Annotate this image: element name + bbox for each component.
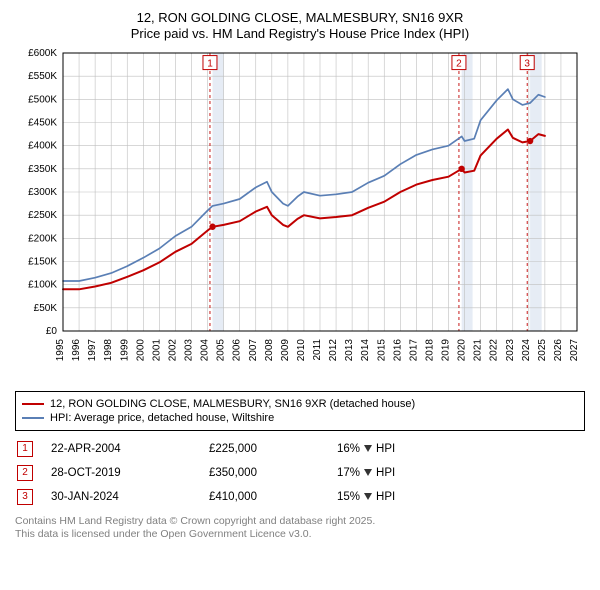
swatch-hpi bbox=[22, 417, 44, 419]
line-chart-svg: £0 £50K £100K £150K £200K £250K £300K £350K £400… bbox=[15, 47, 585, 387]
svg-text:2017: 2017 bbox=[408, 338, 419, 361]
svg-text:2022: 2022 bbox=[489, 338, 500, 361]
svg-text:2000: 2000 bbox=[135, 338, 146, 361]
chart-container: 12, RON GOLDING CLOSE, MALMESBURY, SN16 … bbox=[0, 0, 600, 548]
svg-text:£500K: £500K bbox=[28, 94, 57, 105]
svg-text:2013: 2013 bbox=[344, 338, 355, 361]
svg-text:2012: 2012 bbox=[328, 338, 339, 361]
svg-text:2021: 2021 bbox=[473, 338, 484, 361]
svg-text:£200K: £200K bbox=[28, 233, 57, 244]
svg-text:2: 2 bbox=[456, 58, 462, 69]
txn-marker: 3 bbox=[17, 489, 33, 505]
title-line-2: Price paid vs. HM Land Registry's House … bbox=[10, 26, 590, 42]
txn-price: £410,000 bbox=[209, 491, 319, 503]
svg-text:2024: 2024 bbox=[521, 338, 532, 361]
txn-delta: 15% HPI bbox=[337, 491, 395, 503]
svg-text:2020: 2020 bbox=[457, 338, 468, 361]
svg-text:£600K: £600K bbox=[28, 48, 57, 59]
svg-text:2011: 2011 bbox=[312, 338, 323, 360]
svg-text:£450K: £450K bbox=[28, 117, 57, 128]
svg-text:£550K: £550K bbox=[28, 71, 57, 82]
chart-titles: 12, RON GOLDING CLOSE, MALMESBURY, SN16 … bbox=[10, 10, 590, 43]
legend-series-price: 12, RON GOLDING CLOSE, MALMESBURY, SN16 … bbox=[22, 398, 578, 410]
svg-text:2027: 2027 bbox=[569, 338, 580, 361]
svg-text:2009: 2009 bbox=[280, 338, 291, 361]
svg-text:2025: 2025 bbox=[537, 338, 548, 361]
svg-text:2004: 2004 bbox=[200, 338, 211, 361]
legend-box: 12, RON GOLDING CLOSE, MALMESBURY, SN16 … bbox=[15, 391, 585, 431]
svg-text:£100K: £100K bbox=[28, 279, 57, 290]
table-row: 2 28-OCT-2019 £350,000 17% HPI bbox=[15, 461, 585, 485]
svg-text:2019: 2019 bbox=[441, 338, 452, 361]
txn-date: 28-OCT-2019 bbox=[51, 467, 191, 479]
svg-text:£0: £0 bbox=[46, 326, 58, 337]
legend-label-hpi: HPI: Average price, detached house, Wilt… bbox=[50, 412, 274, 424]
svg-text:1995: 1995 bbox=[55, 338, 66, 361]
swatch-price bbox=[22, 403, 44, 405]
svg-text:£50K: £50K bbox=[34, 302, 58, 313]
svg-text:2015: 2015 bbox=[376, 338, 387, 361]
txn-marker: 1 bbox=[17, 441, 33, 457]
txn-marker: 2 bbox=[17, 465, 33, 481]
svg-text:2001: 2001 bbox=[151, 338, 162, 361]
svg-text:2010: 2010 bbox=[296, 338, 307, 361]
svg-text:£400K: £400K bbox=[28, 140, 57, 151]
svg-text:1997: 1997 bbox=[87, 338, 98, 361]
svg-text:2007: 2007 bbox=[248, 338, 259, 361]
credits: Contains HM Land Registry data © Crown c… bbox=[15, 515, 585, 542]
svg-text:2002: 2002 bbox=[167, 338, 178, 361]
txn-price: £350,000 bbox=[209, 467, 319, 479]
table-row: 3 30-JAN-2024 £410,000 15% HPI bbox=[15, 485, 585, 509]
arrow-down-icon bbox=[364, 469, 372, 476]
svg-text:2014: 2014 bbox=[360, 338, 371, 361]
arrow-down-icon bbox=[364, 493, 372, 500]
svg-text:2003: 2003 bbox=[184, 338, 195, 361]
svg-text:£350K: £350K bbox=[28, 163, 57, 174]
svg-text:2006: 2006 bbox=[232, 338, 243, 361]
txn-date: 30-JAN-2024 bbox=[51, 491, 191, 503]
svg-text:2008: 2008 bbox=[264, 338, 275, 361]
svg-text:£150K: £150K bbox=[28, 256, 57, 267]
svg-text:1996: 1996 bbox=[71, 338, 82, 361]
line-chart: £0 £50K £100K £150K £200K £250K £300K £350K £400… bbox=[15, 47, 585, 387]
svg-text:1998: 1998 bbox=[103, 338, 114, 361]
txn-date: 22-APR-2004 bbox=[51, 443, 191, 455]
table-row: 1 22-APR-2004 £225,000 16% HPI bbox=[15, 437, 585, 461]
svg-text:£300K: £300K bbox=[28, 187, 57, 198]
legend-series-hpi: HPI: Average price, detached house, Wilt… bbox=[22, 412, 578, 424]
txn-delta: 17% HPI bbox=[337, 467, 395, 479]
svg-text:2023: 2023 bbox=[505, 338, 516, 361]
svg-text:1: 1 bbox=[207, 58, 213, 69]
svg-text:2026: 2026 bbox=[553, 338, 564, 361]
arrow-down-icon bbox=[364, 445, 372, 452]
svg-text:2016: 2016 bbox=[392, 338, 403, 361]
svg-text:2018: 2018 bbox=[424, 338, 435, 361]
svg-text:3: 3 bbox=[524, 58, 530, 69]
svg-text:2005: 2005 bbox=[216, 338, 227, 361]
txn-price: £225,000 bbox=[209, 443, 319, 455]
legend-label-price: 12, RON GOLDING CLOSE, MALMESBURY, SN16 … bbox=[50, 398, 415, 410]
txn-delta: 16% HPI bbox=[337, 443, 395, 455]
transactions-table: 1 22-APR-2004 £225,000 16% HPI 2 28-OCT-… bbox=[15, 437, 585, 509]
credits-line-2: This data is licensed under the Open Gov… bbox=[15, 528, 585, 542]
title-line-1: 12, RON GOLDING CLOSE, MALMESBURY, SN16 … bbox=[10, 10, 590, 26]
svg-text:1999: 1999 bbox=[119, 338, 130, 361]
credits-line-1: Contains HM Land Registry data © Crown c… bbox=[15, 515, 585, 529]
svg-text:£250K: £250K bbox=[28, 210, 57, 221]
